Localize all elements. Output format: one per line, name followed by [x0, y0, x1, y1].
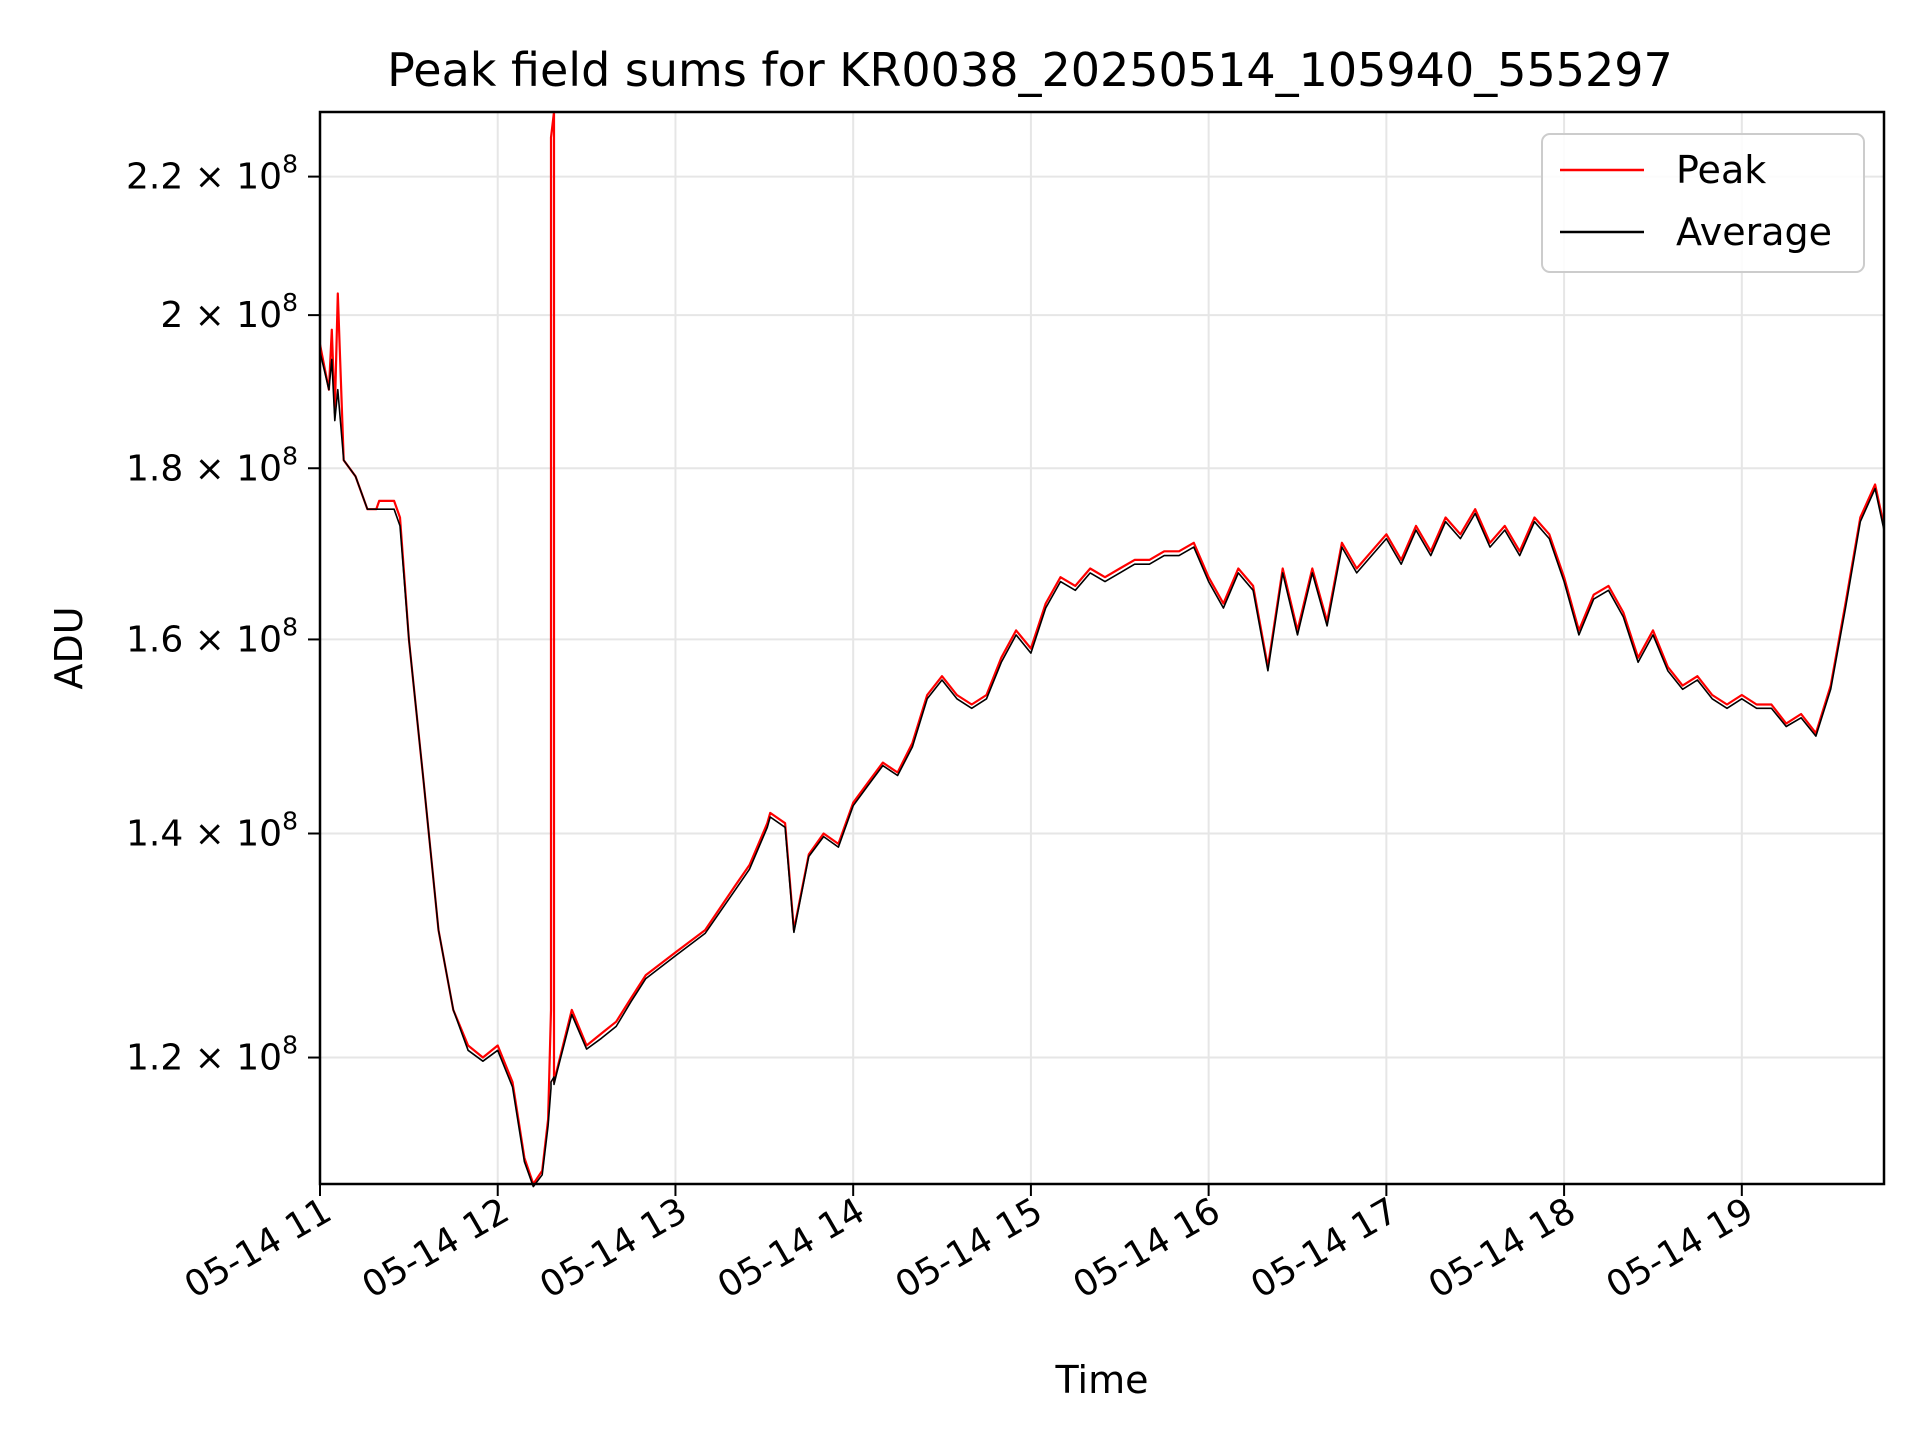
series-line-average [319, 351, 1885, 1188]
y-tick-label: 2.2 × 108 [126, 150, 298, 198]
plot-frame [318, 110, 1886, 1186]
y-tick-label: 1.2 × 108 [126, 1031, 298, 1079]
y-axis-label: ADU [47, 606, 91, 689]
grid [319, 112, 1884, 1184]
legend-label-peak: Peak [1676, 148, 1766, 192]
y-axis: 1.2 × 108 1.4 × 108 1.6 × 108 1.8 × 108 2 × … [126, 150, 320, 1079]
x-axis-label: Time [1055, 1358, 1149, 1402]
y-tick-label: 1.8 × 108 [126, 441, 298, 489]
y-tick-label: 1.6 × 108 [126, 612, 298, 660]
legend: Peak Average [1541, 133, 1865, 273]
y-tick-label: 2 × 108 [160, 288, 298, 336]
legend-label-average: Average [1676, 210, 1832, 254]
series-layer [318, 110, 1886, 1188]
chart-title: Peak field sums for KR0038_20250514_1059… [387, 43, 1673, 97]
y-tick-label: 1.4 × 108 [126, 807, 298, 855]
legend-box [1541, 133, 1865, 273]
